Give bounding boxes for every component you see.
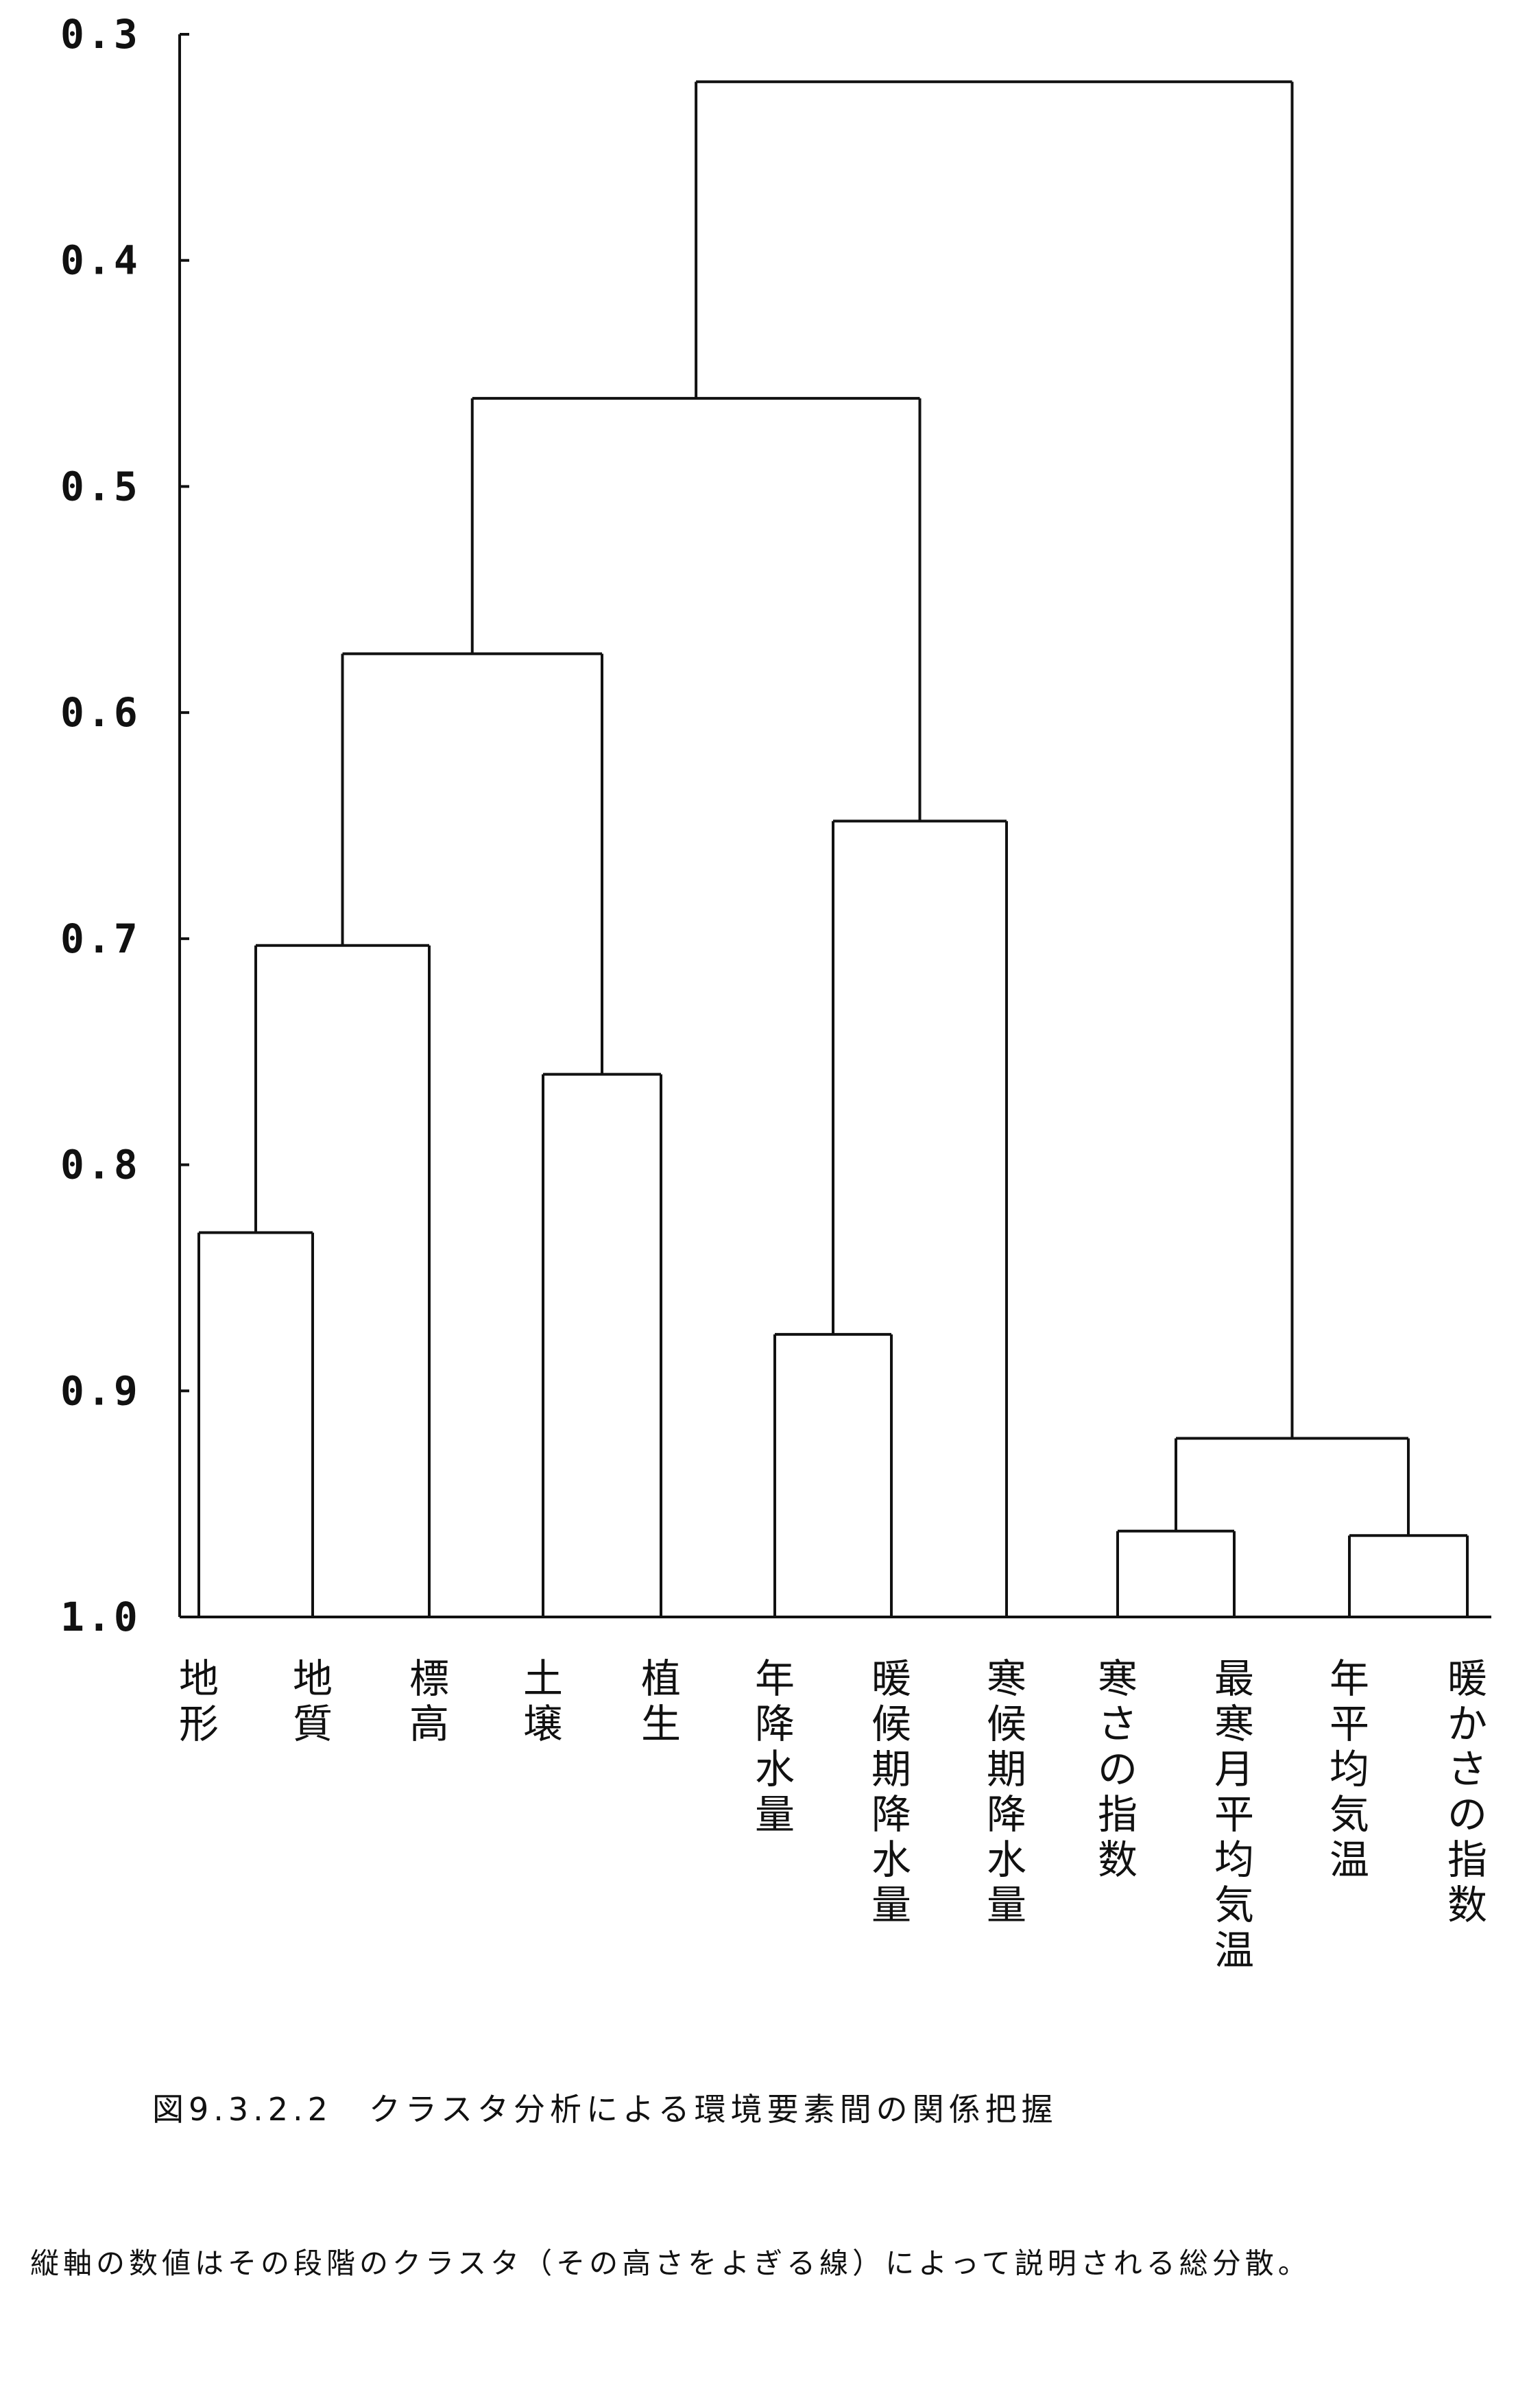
y-tick-label: 0.6: [60, 689, 141, 736]
y-tick-label: 1.0: [60, 1594, 141, 1640]
leaf-label: 土壌: [523, 1655, 563, 1747]
y-tick-label: 0.8: [60, 1142, 141, 1188]
y-tick-label: 0.7: [60, 915, 141, 962]
leaf-label: 暖候期降水量: [871, 1655, 911, 1928]
y-tick-label: 0.3: [60, 11, 141, 58]
y-axis: 0.3 0.4 0.5 0.6 0.7 0.8 0.9 1.0: [60, 11, 1491, 1640]
leaf-label: 暖かさの指数: [1447, 1655, 1487, 1928]
y-tick-label: 0.9: [60, 1367, 141, 1414]
leaf-label: 地形: [179, 1655, 219, 1747]
dendrogram-links: [197, 80, 1469, 1617]
leaf-label: 寒さの指数: [1098, 1655, 1138, 1883]
figure-caption: 図9.3.2.2 クラスタ分析による環境要素間の関係把握: [152, 2091, 1058, 2128]
figure-note: 縦軸の数値はその段階のクラスタ（その高さをよぎる線）によって説明される総分散。: [30, 2246, 1311, 2280]
leaf-label: 最寒月平均気温: [1214, 1655, 1254, 1974]
leaf-label: 標高: [409, 1655, 449, 1747]
leaf-label: 地質: [293, 1655, 333, 1747]
leaf-label: 年平均気温: [1330, 1655, 1369, 1883]
leaf-label: 寒候期降水量: [987, 1655, 1026, 1928]
y-tick-label: 0.4: [60, 237, 141, 284]
leaf-label: 年降水量: [755, 1655, 795, 1838]
leaf-label: 植生: [641, 1655, 681, 1747]
y-tick-label: 0.5: [60, 463, 141, 510]
